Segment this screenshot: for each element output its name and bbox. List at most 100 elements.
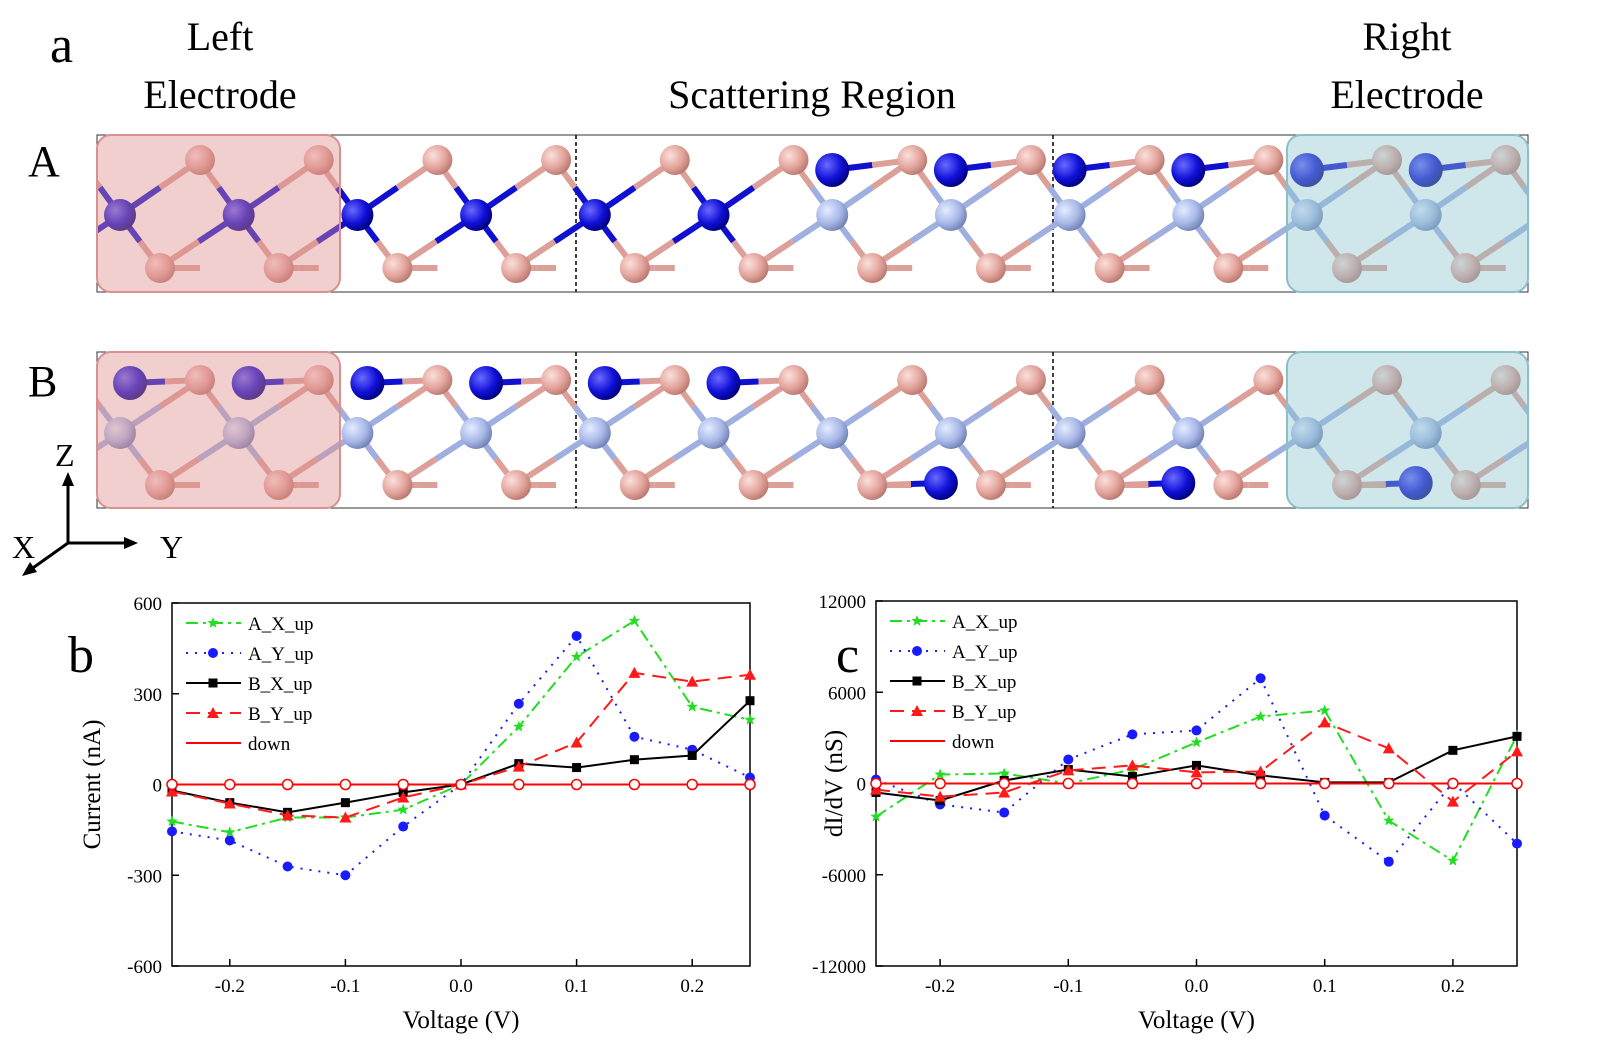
atom bbox=[1569, 253, 1599, 283]
atom bbox=[778, 365, 809, 395]
marker bbox=[998, 767, 1010, 779]
atom bbox=[1291, 199, 1323, 231]
charts: b -0.2 -0.1 0.0 0.1 0.2 -600 -300 0 300 600 Voltage… bbox=[68, 592, 1523, 1034]
atom bbox=[934, 199, 967, 231]
marker bbox=[744, 778, 756, 791]
atom bbox=[1094, 470, 1125, 500]
marker bbox=[1126, 777, 1139, 790]
atom bbox=[1253, 145, 1284, 175]
atom bbox=[341, 199, 374, 231]
atom bbox=[619, 253, 650, 283]
atom bbox=[382, 470, 413, 500]
x-tick-label: -0.1 bbox=[330, 976, 360, 997]
atom bbox=[113, 366, 147, 400]
series-line bbox=[875, 709, 1518, 863]
y-tick-label: -12000 bbox=[812, 957, 866, 978]
atom bbox=[1015, 365, 1046, 395]
marker bbox=[207, 707, 219, 718]
marker bbox=[166, 815, 178, 827]
x-axis-label: Voltage (V) bbox=[403, 1007, 520, 1034]
marker bbox=[1382, 742, 1395, 754]
marker bbox=[513, 720, 525, 732]
atom bbox=[104, 199, 136, 231]
atom bbox=[145, 253, 175, 283]
marker bbox=[686, 700, 698, 712]
y-tick-label: 12000 bbox=[819, 592, 867, 613]
marker bbox=[340, 798, 350, 808]
atom bbox=[1372, 365, 1402, 395]
bond bbox=[1564, 459, 1584, 485]
marker bbox=[167, 826, 177, 837]
atom bbox=[26, 253, 56, 283]
bond bbox=[1544, 407, 1584, 434]
marker bbox=[281, 778, 294, 791]
atom bbox=[738, 253, 769, 283]
atom bbox=[1398, 466, 1433, 500]
bond bbox=[0, 215, 1, 242]
marker bbox=[571, 630, 582, 641]
atom bbox=[1450, 470, 1481, 500]
atom bbox=[1161, 466, 1196, 500]
atom bbox=[1409, 417, 1442, 449]
axis-name: X bbox=[12, 529, 35, 565]
marker bbox=[1319, 810, 1330, 821]
marker bbox=[224, 778, 236, 791]
atom bbox=[578, 417, 611, 449]
marker bbox=[1063, 754, 1074, 765]
marker bbox=[398, 821, 409, 832]
atom bbox=[816, 199, 849, 231]
legend-label: B_X_up bbox=[248, 674, 312, 695]
marker bbox=[687, 750, 697, 760]
atom-row bbox=[0, 145, 1599, 283]
atom bbox=[1290, 153, 1324, 187]
bond bbox=[1, 188, 41, 216]
marker bbox=[629, 755, 639, 765]
marker bbox=[912, 676, 922, 686]
marker bbox=[934, 768, 946, 780]
marker bbox=[1318, 716, 1331, 728]
bond bbox=[1, 215, 21, 242]
y-tick-label: 0 bbox=[153, 776, 163, 797]
marker bbox=[224, 826, 236, 838]
atom bbox=[469, 366, 504, 400]
marker bbox=[1255, 673, 1266, 684]
atom bbox=[1172, 417, 1205, 449]
y-axis-label: dI/dV (nS) bbox=[821, 730, 848, 837]
atom bbox=[975, 470, 1006, 500]
marker bbox=[1511, 777, 1523, 790]
marker bbox=[397, 803, 409, 815]
bond bbox=[21, 242, 41, 269]
y-tick-label: -600 bbox=[127, 957, 162, 978]
atom bbox=[0, 417, 17, 449]
bond bbox=[0, 433, 1, 459]
atom bbox=[1171, 153, 1206, 187]
y-tick-label: 300 bbox=[134, 685, 163, 706]
atom bbox=[460, 199, 493, 231]
atom bbox=[815, 153, 850, 187]
atom bbox=[934, 417, 967, 449]
atom bbox=[1527, 165, 1528, 175]
marker bbox=[1447, 777, 1459, 790]
axis-name: Z bbox=[55, 437, 75, 473]
marker bbox=[1448, 745, 1458, 755]
row-label: A bbox=[28, 137, 60, 186]
bond bbox=[1, 433, 21, 459]
marker bbox=[208, 648, 218, 658]
atom bbox=[0, 199, 17, 231]
marker bbox=[934, 777, 946, 790]
marker bbox=[397, 778, 409, 791]
atom bbox=[422, 145, 453, 175]
marker bbox=[1127, 772, 1137, 782]
marker bbox=[455, 778, 467, 791]
atom bbox=[350, 366, 385, 400]
marker bbox=[1062, 764, 1075, 776]
atom bbox=[263, 253, 294, 283]
marker bbox=[1254, 765, 1267, 777]
marker bbox=[1319, 704, 1331, 716]
x-tick-label: 0.1 bbox=[1313, 976, 1337, 997]
marker bbox=[1192, 760, 1201, 770]
marker bbox=[1512, 838, 1522, 849]
atom bbox=[697, 199, 730, 231]
marker bbox=[570, 778, 583, 791]
atom bbox=[66, 365, 96, 395]
